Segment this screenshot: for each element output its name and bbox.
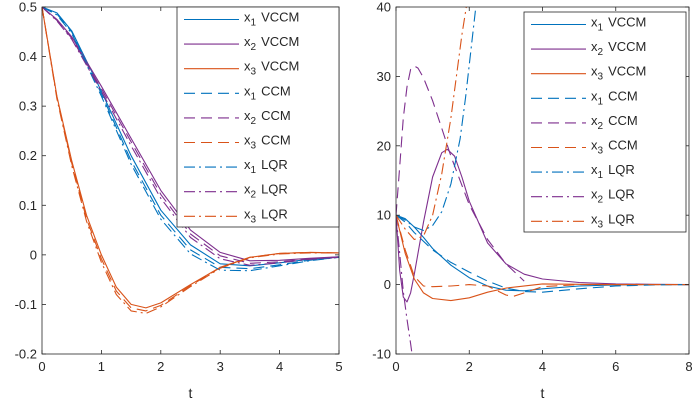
legend-label: x3 CCM (591, 138, 638, 157)
series-lines (396, 7, 689, 354)
x-tick-label: 3 (217, 359, 224, 374)
y-tick-label: 0 (30, 247, 37, 262)
y-tick-label: 10 (377, 208, 391, 223)
y-tick-label: 30 (377, 69, 391, 84)
x-axis-label: t (189, 385, 193, 401)
series-line-3 (396, 215, 689, 302)
legend-label: x2 VCCM (591, 39, 646, 58)
series-line-5 (42, 7, 339, 264)
series-lines (42, 7, 339, 314)
y-tick-label: 0.5 (19, 0, 37, 15)
legend-label: x1 LQR (244, 157, 288, 176)
legend-box (176, 6, 340, 228)
y-tick-label: 0.3 (19, 99, 37, 114)
legend-box (523, 11, 687, 233)
x-tick-label: 4 (539, 359, 546, 374)
y-tick-label: 0.4 (19, 49, 37, 64)
series-line-6 (42, 7, 339, 312)
y-tick-label: 0.2 (19, 148, 37, 163)
legend-label: x1 CCM (244, 83, 291, 102)
series-line-7 (396, 7, 477, 232)
y-tick-label: 0.1 (19, 198, 37, 213)
y-tick-label: -0.1 (15, 297, 37, 312)
legend-label: x3 LQR (591, 211, 635, 230)
series-line-1 (42, 7, 339, 267)
y-tick-label: 40 (377, 0, 391, 15)
series-line-2 (396, 148, 689, 303)
series-line-9 (396, 7, 467, 241)
legend-label: x3 LQR (244, 206, 288, 225)
legend-label: x1 VCCM (244, 10, 299, 29)
legend-label: x2 CCM (244, 108, 291, 127)
y-tick-label: -0.2 (15, 347, 37, 362)
x-tick-label: 0 (392, 359, 399, 374)
legend-label: x1 CCM (591, 88, 638, 107)
legend-label: x1 LQR (591, 162, 635, 181)
series-line-7 (42, 7, 339, 272)
legend: x1 VCCM x2 VCCM x3 VCCM x1 CCM x2 CCM x3 CCM x1 LQR x2… (176, 6, 340, 228)
legend: x1 VCCM x2 VCCM x3 VCCM x1 CCM x2 CCM x3 CCM x1 LQR x2… (523, 11, 687, 233)
legend-label: x3 CCM (244, 133, 291, 152)
legend-label: x2 LQR (244, 182, 288, 201)
legend-label: x3 VCCM (244, 59, 299, 78)
legend-label: x3 VCCM (591, 64, 646, 83)
y-tick-label: 0 (384, 277, 391, 292)
x-tick-label: 2 (157, 359, 164, 374)
series-line-4 (42, 7, 339, 270)
series-line-3 (42, 7, 339, 309)
x-tick-label: 6 (612, 359, 619, 374)
series-line-5 (396, 65, 525, 282)
x-tick-label: 4 (276, 359, 283, 374)
series-line-6 (396, 215, 689, 297)
y-tick-label: 20 (377, 138, 391, 153)
legend-label: x2 VCCM (244, 34, 299, 53)
series-line-8 (396, 215, 413, 354)
legend-label: x2 CCM (591, 113, 638, 132)
x-tick-label: 5 (335, 359, 342, 374)
series-line-2 (42, 7, 339, 262)
left-plot: 0 1 2 3 4 5 -0.2 -0.1 0 0.1 0.2 0.3 0.4 0.5 t x1 VCCM x2 V… (15, 0, 343, 401)
x-tick-label: 1 (98, 359, 105, 374)
legend-label: x2 LQR (591, 187, 635, 206)
x-tick-label: 8 (685, 359, 692, 374)
x-tick-label: 2 (466, 359, 473, 374)
x-tick-label: 0 (38, 359, 45, 374)
x-axis-label: t (541, 385, 545, 401)
series-line-4 (396, 214, 689, 293)
y-tick-label: -10 (372, 347, 391, 362)
legend-label: x1 VCCM (591, 15, 646, 34)
